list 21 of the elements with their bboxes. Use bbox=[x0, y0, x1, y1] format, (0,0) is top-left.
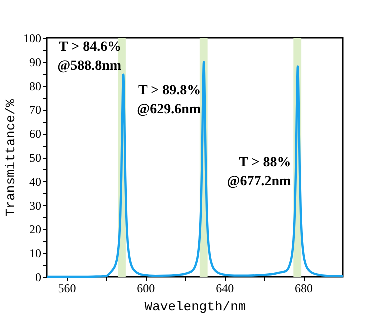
annotation: T > 84.6% @588.8nm bbox=[58, 40, 122, 74]
y-tick-label: 80 bbox=[30, 79, 42, 94]
y-tick-label: 100 bbox=[24, 32, 42, 46]
x-tick-label: 640 bbox=[216, 282, 234, 296]
y-tick-label: 90 bbox=[30, 55, 42, 70]
y-tick-label: 70 bbox=[30, 103, 42, 118]
y-tick-label: 50 bbox=[30, 151, 42, 165]
y-tick-label: 20 bbox=[30, 222, 42, 237]
x-axis-title: Wavelength/nm bbox=[144, 300, 246, 314]
y-tick-label: 60 bbox=[30, 127, 42, 142]
x-tick-label: 600 bbox=[137, 282, 156, 296]
x-tick-label: 560 bbox=[58, 282, 76, 296]
y-axis-title: Transmittance/% bbox=[4, 99, 18, 217]
annotation: T > 89.8% @629.6nm bbox=[137, 83, 202, 118]
y-tick-label: 40 bbox=[30, 174, 42, 189]
y-tick-label: 30 bbox=[30, 198, 42, 213]
annotation: T > 88% @677.2nm bbox=[227, 155, 292, 190]
line-series bbox=[46, 61, 344, 278]
x-tick-label: 680 bbox=[295, 282, 314, 296]
y-tick-label: 10 bbox=[30, 246, 42, 261]
y-tick-label: 0 bbox=[36, 270, 42, 284]
